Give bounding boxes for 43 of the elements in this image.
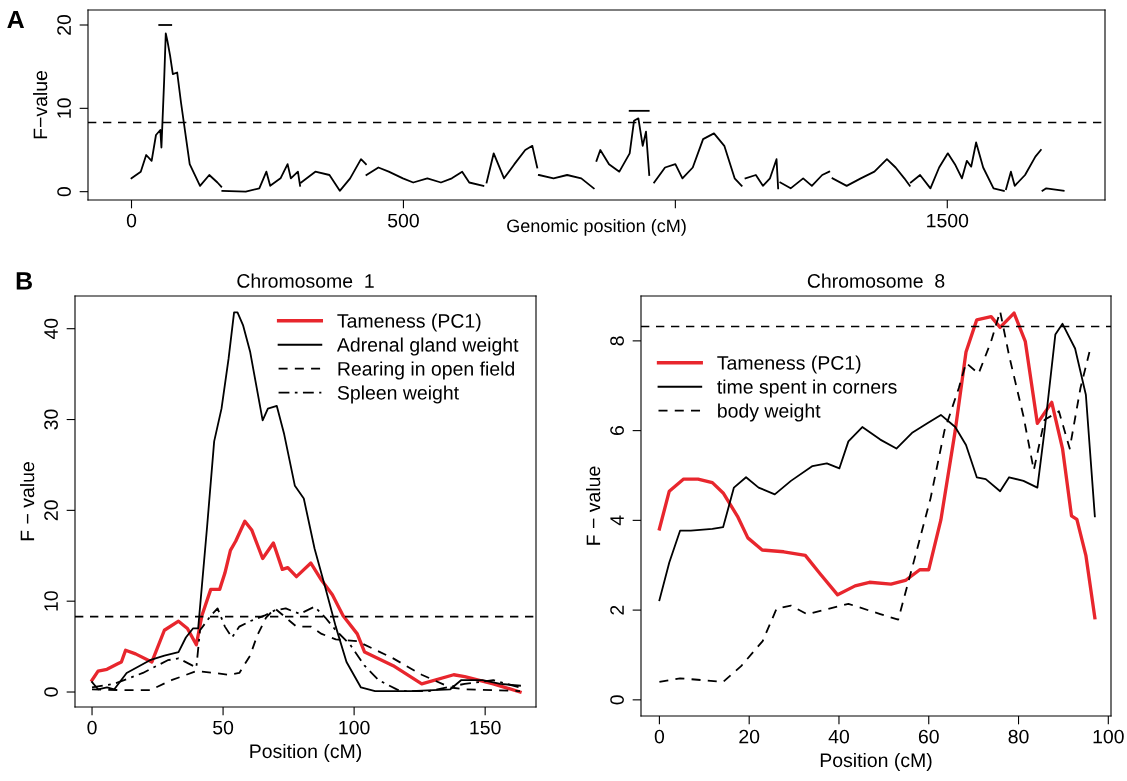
- legend-label: Rearing in open field: [338, 361, 515, 380]
- y-tick-label: 30: [44, 409, 58, 430]
- x-tick-label: 100: [339, 720, 370, 735]
- x-axis-title: Position (cM): [250, 743, 362, 762]
- x-tick-label: 0: [654, 729, 665, 744]
- y-tick-label: 2: [610, 605, 624, 615]
- y-axis-title: F − value: [20, 462, 35, 541]
- y-axis-title: F−value: [33, 71, 48, 139]
- chart-title: Chromosome 8: [807, 273, 945, 288]
- y-tick-label: 0: [44, 687, 58, 697]
- x-tick-label: 80: [1008, 729, 1029, 744]
- y-tick-label: 8: [610, 336, 624, 346]
- y-tick-label: 20: [44, 500, 58, 521]
- y-tick-label: 10: [57, 98, 71, 118]
- x-tick-label: 20: [739, 729, 760, 744]
- legend-label: time spent in corners: [717, 379, 897, 398]
- legend-label: Tameness (PC1): [337, 313, 481, 332]
- legend-label: Tameness (PC1): [717, 355, 861, 374]
- x-axis-title: Genomic position (cM): [507, 219, 686, 236]
- x-tick-label: 40: [828, 729, 850, 744]
- x-tick-label: 500: [387, 213, 419, 228]
- y-tick-label: 10: [44, 591, 58, 611]
- x-tick-label: 150: [470, 720, 501, 735]
- x-axis-title: Position (cM): [820, 752, 932, 771]
- x-tick-label: 0: [126, 213, 137, 228]
- y-tick-label: 0: [610, 695, 624, 705]
- legend-label: Spleen weight: [337, 385, 459, 404]
- x-tick-label: 1500: [927, 213, 969, 228]
- legend-label: Adrenal gland weight: [336, 337, 519, 356]
- x-tick-label: 60: [918, 729, 939, 744]
- y-axis-title: F − value: [586, 466, 601, 545]
- chart-title: Chromosome 1: [237, 273, 374, 288]
- y-tick-label: 20: [57, 14, 71, 35]
- text: A: [7, 10, 25, 29]
- y-tick-label: 40: [44, 318, 58, 340]
- y-tick-label: 6: [610, 426, 624, 436]
- legend-label: body weight: [718, 403, 821, 422]
- y-tick-label: 0: [57, 187, 71, 197]
- x-tick-label: 100: [1093, 729, 1124, 744]
- x-tick-label: 50: [213, 720, 234, 735]
- y-tick-label: 4: [610, 515, 624, 526]
- x-tick-label: 0: [87, 720, 97, 735]
- text: B: [16, 272, 32, 290]
